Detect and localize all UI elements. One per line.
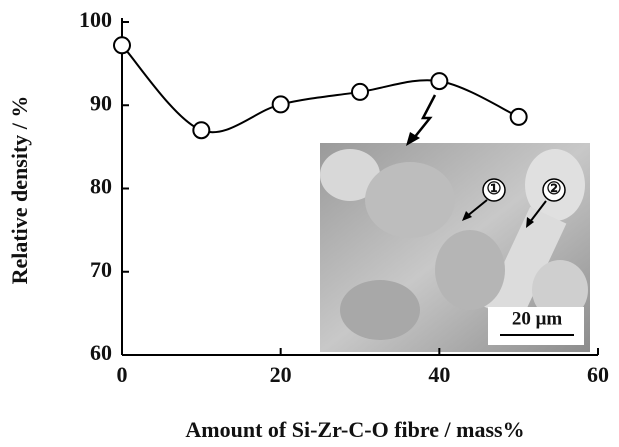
y-tick-label: 80: [90, 174, 112, 199]
data-point: [430, 72, 449, 91]
x-tick-label: 0: [117, 362, 128, 387]
x-tick-label: 40: [428, 362, 450, 387]
x-axis-label: Amount of Si-Zr-C-O fibre / mass%: [185, 417, 524, 442]
data-point: [509, 107, 528, 126]
y-tick-label: 60: [90, 340, 112, 365]
data-point: [113, 36, 131, 55]
data-point: [271, 95, 290, 114]
data-point: [351, 82, 369, 101]
x-tick-label: 20: [270, 362, 292, 387]
y-tick-label: 70: [90, 257, 112, 282]
series-line: [121, 44, 520, 134]
inset-label: ①: [486, 179, 501, 198]
inset-image: [320, 94, 590, 352]
x-tick-label: 60: [587, 362, 609, 387]
scale-bar-label: 20 μm: [512, 308, 563, 329]
data-point: [192, 121, 211, 140]
y-tick-label: 100: [79, 7, 112, 32]
y-axis-label: Relative density / %: [7, 96, 32, 285]
y-tick-label: 90: [90, 90, 112, 115]
inset-label: ②: [546, 179, 561, 198]
